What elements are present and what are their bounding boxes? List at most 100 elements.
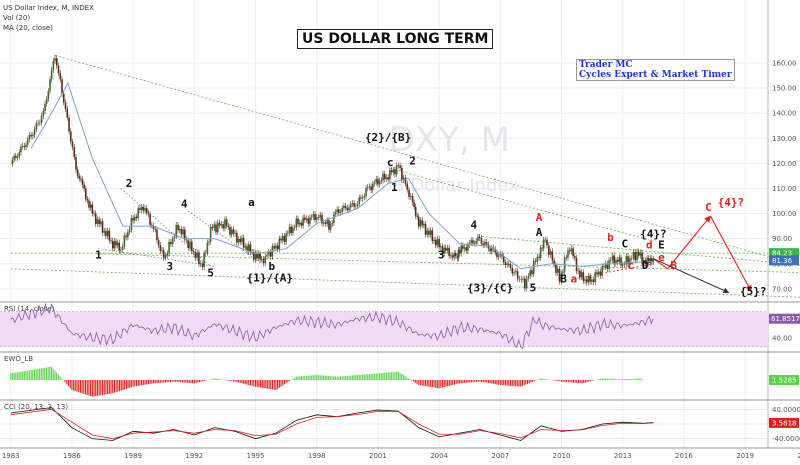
candle-body — [13, 155, 15, 160]
candle-body — [145, 208, 148, 213]
candle-body — [647, 258, 650, 263]
candle-body — [546, 239, 548, 246]
candle-body — [383, 173, 386, 180]
header-vol-line: Vol (20) — [3, 14, 31, 22]
candle-body — [515, 271, 517, 273]
candle-body — [76, 169, 79, 176]
wave-channel — [188, 210, 262, 265]
candle-body — [171, 238, 174, 245]
candle-body — [577, 270, 579, 272]
candle-body — [579, 270, 581, 278]
candle-body — [349, 204, 352, 208]
candle-body — [634, 251, 637, 261]
candle-body — [460, 245, 463, 254]
candle-body — [606, 263, 609, 270]
price-tick-label: 130.00 — [772, 135, 797, 143]
candle-body — [20, 146, 22, 153]
candle-body — [319, 214, 322, 218]
wave-label: D — [642, 259, 649, 272]
candle-body — [341, 208, 344, 212]
candle-body — [445, 247, 447, 251]
candle-body — [436, 238, 439, 246]
wave-label: 4 — [181, 197, 188, 210]
candle-body — [462, 245, 464, 249]
candle-body — [209, 226, 212, 242]
candle-body — [421, 220, 423, 226]
candle-body — [627, 256, 629, 264]
candle-body — [551, 251, 554, 261]
ewo-value-tag — [769, 375, 799, 385]
candle-body — [410, 196, 412, 198]
projection-alt-arrow — [653, 258, 730, 294]
watermark-name: US Dollar Index — [380, 175, 519, 196]
candle-body — [428, 230, 430, 235]
candle-body — [520, 278, 523, 280]
candle-body — [322, 222, 325, 224]
time-tick-label: 1986 — [63, 452, 81, 460]
candle-body — [333, 214, 335, 224]
candle-body — [344, 205, 347, 208]
wave-label: b — [607, 231, 614, 244]
candle-body — [616, 260, 619, 262]
rsi-value-label: 61.8517 — [771, 315, 800, 323]
candle-body — [257, 253, 260, 259]
chart-title-box: US DOLLAR LONG TERM — [297, 29, 494, 49]
candle-body — [287, 233, 289, 234]
candle-body — [73, 146, 76, 158]
candle-body — [584, 279, 586, 281]
candle-body — [241, 237, 243, 243]
candle-body — [140, 207, 143, 210]
wave-label: 1 — [95, 249, 102, 262]
candle-body — [525, 278, 528, 289]
candle-body — [232, 229, 235, 234]
candle-body — [473, 243, 476, 244]
candle-body — [538, 256, 540, 258]
candle-body — [411, 196, 414, 203]
candle-body — [64, 102, 67, 109]
candle-body — [375, 178, 378, 183]
candle-body — [16, 156, 19, 158]
candle-body — [524, 278, 526, 289]
candle-body — [236, 232, 238, 243]
candle-body — [86, 199, 89, 201]
cci-line-1 — [10, 408, 654, 440]
candle-body — [401, 168, 403, 181]
candle-body — [336, 209, 338, 213]
candle-body — [295, 218, 298, 228]
candle-body — [560, 273, 562, 282]
candle-body — [149, 214, 151, 225]
candle-body — [33, 129, 36, 135]
candle-body — [266, 254, 268, 257]
candle-body — [310, 217, 313, 218]
candle-body — [556, 268, 559, 273]
wave-label: E — [658, 239, 665, 252]
price-axis: 70.0080.0090.00100.00110.00120.00130.001… — [767, 0, 799, 448]
candle-body — [132, 217, 134, 221]
wave-label: 4 — [470, 219, 477, 232]
candle-body — [180, 228, 183, 235]
candle-body — [608, 260, 610, 270]
wave-label: A — [536, 226, 543, 239]
price-tick-label: 100.00 — [772, 210, 797, 218]
wave-label: B — [670, 259, 677, 272]
candle-body — [185, 239, 188, 241]
candle-body — [423, 223, 425, 226]
chart-header: US Dollar Index, M, INDEX Vol (20) MA (2… — [3, 3, 94, 33]
candle-body — [360, 197, 362, 199]
candle-body — [40, 115, 43, 123]
candle-body — [433, 239, 435, 242]
candle-body — [81, 179, 84, 185]
candle-body — [406, 183, 409, 190]
candle-body — [69, 131, 72, 142]
candle-body — [599, 271, 602, 276]
candle-body — [496, 252, 498, 257]
candle-body — [194, 252, 197, 258]
candle-body — [480, 238, 483, 244]
wave-label: {1}/{A} — [247, 271, 293, 284]
candle-body — [489, 248, 491, 252]
candle-body — [613, 255, 616, 265]
time-tick-label: 1989 — [124, 452, 142, 460]
candle-body — [429, 230, 432, 235]
candle-body — [47, 91, 50, 99]
candle-body — [98, 219, 100, 225]
